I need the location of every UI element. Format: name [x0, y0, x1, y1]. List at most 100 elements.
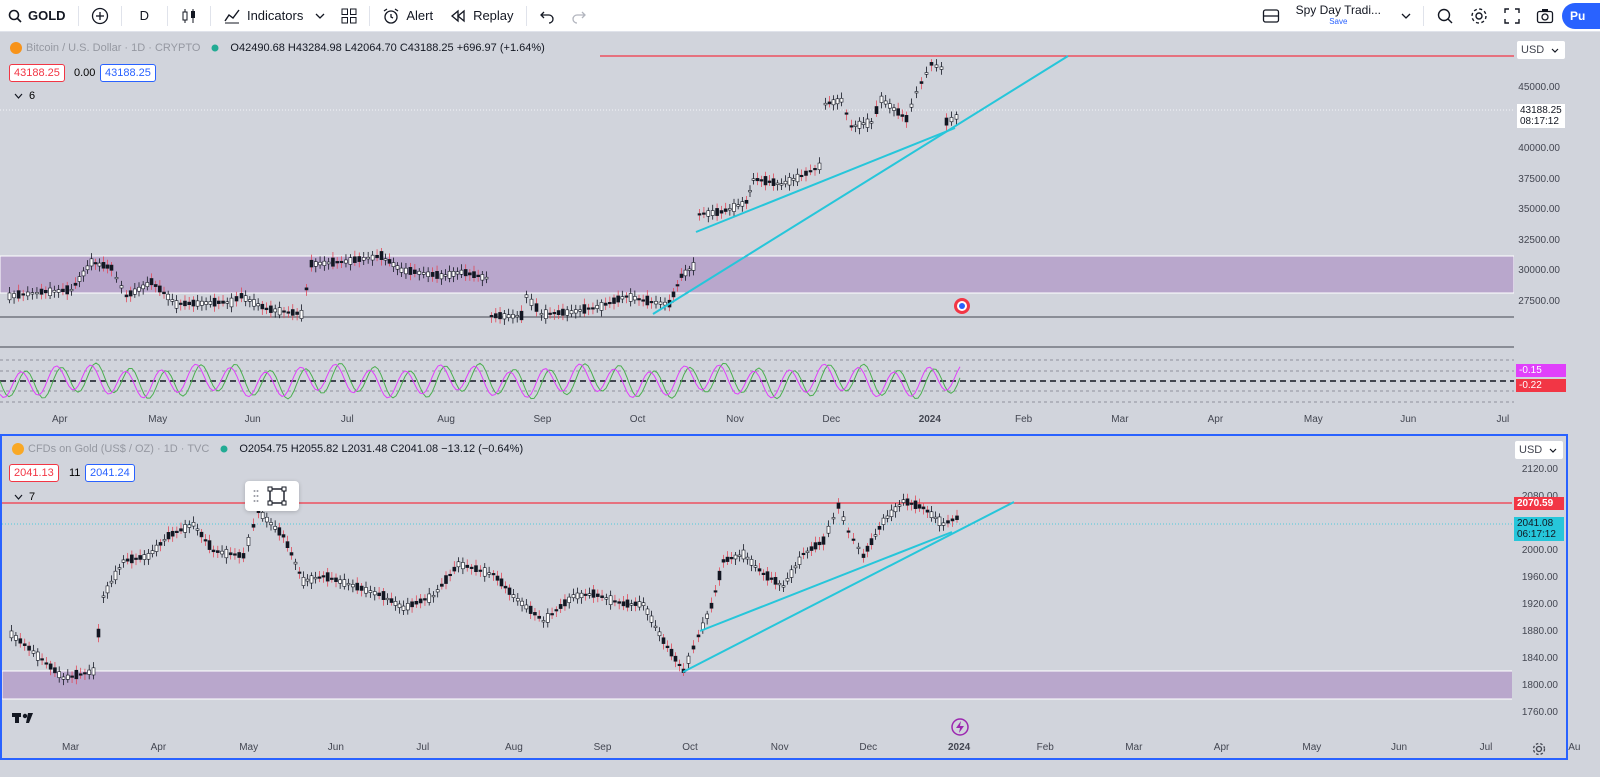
gold-candle: [503, 585, 508, 589]
bitcoin-time-axis[interactable]: Apr May Jun Jul Aug Sep Oct Nov Dec 2024 Feb Mar Apr…: [0, 414, 1514, 430]
compare-symbol-button[interactable]: [83, 0, 117, 32]
gold-price-label: 1840.00: [1521, 653, 1558, 664]
gold-candle: [841, 516, 846, 521]
fullscreen-button[interactable]: [1496, 0, 1528, 32]
layout-name: Spy Day Tradi... Save: [1296, 4, 1381, 28]
ask-price-box[interactable]: 43188.25: [100, 64, 156, 82]
chart-type-button[interactable]: [172, 0, 206, 32]
btc-candle: [200, 300, 204, 306]
btc-candle: [65, 285, 70, 295]
toolbar-divider: [369, 5, 371, 26]
btc-candle: [904, 115, 909, 123]
btc-candle: [455, 271, 460, 275]
layout-grid-button[interactable]: [333, 0, 365, 32]
btc-candle: [225, 301, 230, 304]
floating-drawing-toolbar[interactable]: [245, 481, 299, 511]
symbol-search-button[interactable]: GOLD: [0, 0, 74, 32]
btc-candle: [149, 278, 154, 286]
btc-candle: [511, 314, 515, 319]
gold-candle: [617, 601, 622, 604]
last-price-tag: 2041.08 06:17:12: [1514, 517, 1564, 541]
gear-icon[interactable]: [1532, 742, 1546, 756]
gold-chart-canvas[interactable]: [2, 436, 1514, 758]
indicators-icon: [224, 9, 240, 23]
btc-candle: [697, 213, 702, 216]
btc-candle: [645, 295, 650, 306]
btc-candle: [874, 106, 879, 115]
alert-button[interactable]: Alert: [374, 0, 441, 32]
gold-time-axis[interactable]: Mar Apr May Jun Jul Aug Sep Oct Nov Dec 2024 Feb Mar…: [2, 742, 1580, 756]
btc-candle: [379, 251, 384, 260]
btc-candle: [919, 81, 924, 84]
gold-candle: [91, 667, 96, 676]
btc-candle: [755, 178, 760, 182]
gold-candle: [313, 577, 318, 580]
replay-button[interactable]: Replay: [441, 0, 521, 32]
btc-candle: [853, 124, 858, 127]
currency-button[interactable]: USD: [1516, 40, 1566, 60]
bitcoin-chart-canvas[interactable]: [0, 34, 1514, 434]
gold-candle: [35, 651, 40, 661]
bitcoin-price-scale[interactable]: USD 45000.0042500.0040000.0037500.003500…: [1514, 34, 1568, 434]
trendline-lower: [682, 501, 1015, 673]
settings-button[interactable]: [1462, 0, 1496, 32]
ask-price-box[interactable]: 2041.24: [85, 464, 135, 482]
bitcoin-symbol-title[interactable]: Bitcoin / U.S. Dollar · 1D · CRYPTO: [26, 42, 201, 54]
oscillator-line-green: [0, 362, 961, 400]
btc-candle: [835, 98, 840, 105]
replay-event-icon[interactable]: [951, 718, 969, 736]
gold-time-label: Apr: [150, 742, 167, 753]
bid-price-box[interactable]: 43188.25: [9, 64, 65, 82]
us-flag-event-icon[interactable]: [954, 298, 970, 314]
gold-candle: [793, 565, 798, 569]
btc-candle: [799, 174, 804, 178]
bitcoin-logo-icon: [10, 42, 22, 54]
redo-button[interactable]: [563, 0, 595, 32]
gold-candle: [550, 613, 554, 616]
rectangle-tool-icon[interactable]: [267, 486, 287, 506]
btc-candle: [335, 261, 340, 264]
btc-candle: [61, 288, 65, 293]
btc-candle: [361, 257, 366, 261]
btc-candle: [463, 269, 468, 277]
gold-candle: [27, 645, 31, 651]
gold-candle: [583, 593, 588, 596]
quick-search-button[interactable]: [1428, 0, 1462, 32]
gold-candle: [495, 575, 500, 581]
gold-candle: [452, 566, 457, 572]
gold-price-scale[interactable]: USD 2120.002080.002040.002000.001960.001…: [1512, 436, 1566, 758]
collapse-indicators-toggle[interactable]: 7: [14, 491, 35, 503]
bid-price-box[interactable]: 2041.13: [9, 464, 59, 482]
btc-price-label: 27500.00: [1518, 295, 1560, 307]
toolbar-right: Spy Day Tradi... Save Pu: [1254, 0, 1600, 32]
layout-menu-button[interactable]: Spy Day Tradi... Save: [1254, 0, 1419, 32]
collapse-count: 7: [29, 491, 36, 503]
bitcoin-chart-pane[interactable]: Bitcoin / U.S. Dollar · 1D · CRYPTO O424…: [0, 34, 1568, 434]
gold-candle: [183, 524, 187, 533]
btc-candle: [435, 271, 439, 279]
drag-handle-icon[interactable]: [253, 489, 259, 503]
gold-chart-pane[interactable]: CFDs on Gold (US$ / OZ) · 1D · TVC O2054…: [0, 434, 1580, 760]
snapshot-button[interactable]: [1528, 0, 1562, 32]
gold-candle: [789, 569, 794, 578]
chevron-down-icon: [315, 13, 325, 19]
gold-candle: [745, 556, 750, 560]
gold-symbol-title[interactable]: CFDs on Gold (US$ / OZ) · 1D · TVC: [28, 443, 210, 455]
gold-candle: [769, 577, 774, 580]
gold-candle: [929, 511, 934, 518]
btc-candle: [879, 95, 884, 103]
btc-candle: [357, 256, 362, 262]
gold-time-label: Feb: [1036, 742, 1054, 753]
btc-candle: [548, 312, 552, 315]
gold-candle: [933, 516, 938, 519]
collapse-indicators-toggle[interactable]: 6: [14, 90, 35, 102]
undo-button[interactable]: [531, 0, 563, 32]
currency-button[interactable]: USD: [1514, 440, 1564, 460]
gold-candle: [625, 599, 630, 608]
btc-candle: [783, 180, 788, 185]
interval-button[interactable]: D: [126, 0, 163, 32]
indicators-button[interactable]: Indicators: [215, 0, 333, 32]
btc-price-label: 35000.00: [1518, 204, 1560, 215]
bar-countdown: 06:17:12: [1517, 529, 1556, 540]
publish-button[interactable]: Pu: [1562, 3, 1600, 29]
